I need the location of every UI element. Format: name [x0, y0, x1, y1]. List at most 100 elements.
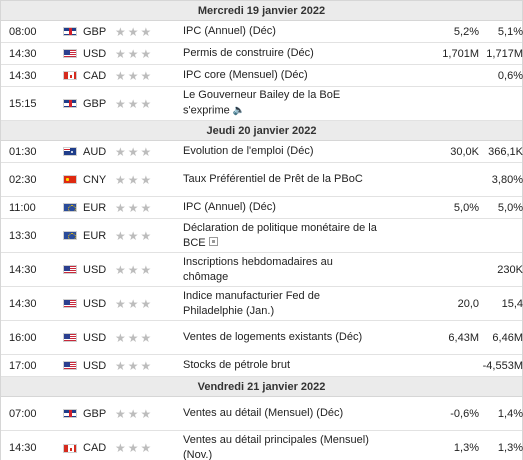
event-title-cell[interactable]: Evolution de l'emploi (Déc): [183, 142, 381, 161]
event-title-cell[interactable]: IPC core (Mensuel) (Déc): [183, 66, 381, 85]
event-row[interactable]: 15:15 GBP ★ ★ ★ Le Gouverneur Bailey de la Bo…: [1, 87, 522, 121]
event-title[interactable]: Indice manufacturier Fed de Philadelphie…: [183, 289, 320, 317]
star-icon: ★: [140, 441, 152, 455]
event-row[interactable]: 14:30 CAD ★ ★ ★ Ventes au détail principales …: [1, 431, 523, 460]
event-row[interactable]: 14:30 USD ★ ★ ★ Permis de construire (Déc) 1,7…: [1, 43, 523, 65]
event-title-cell[interactable]: Stocks de pétrole brut: [183, 356, 381, 375]
event-title-cell[interactable]: Inscriptions hebdomadaires au chômage: [183, 253, 381, 287]
event-time: 14:30: [9, 442, 37, 454]
flag-cell: [63, 203, 81, 212]
event-row[interactable]: 13:30 EUR ★ ★ ★ Déclaration de politique moné…: [1, 219, 522, 253]
event-title[interactable]: Inscriptions hebdomadaires au chômage: [183, 255, 333, 283]
event-row[interactable]: 14:30 USD ★ ★ ★ Indice manufacturier Fed de P…: [1, 287, 523, 321]
event-row[interactable]: 17:00 USD ★ ★ ★ Stocks de pétrole brut -4,553M: [1, 355, 523, 377]
event-forecast: 1,3%: [453, 442, 479, 454]
event-title-cell[interactable]: Ventes au détail (Mensuel) (Déc): [183, 404, 381, 423]
event-title[interactable]: Le Gouverneur Bailey de la BoE s'exprime: [183, 89, 341, 117]
gbp-flag-icon: [63, 27, 77, 36]
event-previous: 1,4%: [497, 407, 523, 420]
event-currency: CAD: [83, 69, 107, 82]
importance-stars: ★ ★ ★: [113, 230, 183, 242]
speaker-icon: 🔈: [232, 105, 246, 117]
event-previous: 15,4: [501, 297, 523, 310]
star-icon: ★: [140, 96, 152, 111]
event-currency: EUR: [83, 201, 107, 214]
event-title-cell[interactable]: IPC (Annuel) (Déc): [183, 22, 381, 41]
event-title[interactable]: Déclaration de politique monétaire de la…: [183, 221, 377, 249]
importance-stars: ★ ★ ★: [113, 174, 183, 186]
importance-stars: ★ ★ ★: [113, 332, 183, 344]
event-title-cell[interactable]: Indice manufacturier Fed de Philadelphie…: [183, 287, 381, 321]
event-time: 01:30: [9, 145, 37, 158]
event-title-cell[interactable]: Déclaration de politique monétaire de la…: [183, 219, 381, 253]
event-time: 14:30: [9, 47, 37, 60]
event-title[interactable]: Stocks de pétrole brut: [183, 359, 291, 371]
event-title-cell[interactable]: Ventes de logements existants (Déc): [183, 328, 381, 347]
event-row[interactable]: 16:00 USD ★ ★ ★ Ventes de logements existants…: [1, 321, 523, 355]
star-icon: ★: [127, 262, 139, 277]
event-title[interactable]: Ventes au détail principales (Mensuel) (…: [183, 434, 369, 460]
event-forecast: 20,0: [457, 297, 479, 310]
event-row[interactable]: 02:30 CNY ★ ★ ★ Taux Préférentiel de Prêt de …: [1, 163, 523, 197]
event-currency: USD: [83, 331, 107, 344]
star-icon: ★: [140, 172, 152, 187]
star-icon: ★: [127, 144, 139, 159]
usd-flag-icon: [63, 333, 77, 342]
event-title-cell[interactable]: Permis de construire (Déc): [183, 44, 381, 63]
star-icon: ★: [140, 68, 152, 83]
event-title[interactable]: Ventes au détail (Mensuel) (Déc): [183, 407, 344, 419]
event-title[interactable]: IPC core (Mensuel) (Déc): [183, 69, 308, 81]
importance-stars: ★ ★ ★: [113, 442, 183, 454]
day-header: Mercredi 19 janvier 2022: [1, 1, 522, 21]
star-icon: ★: [140, 144, 152, 159]
event-row[interactable]: 14:30 USD ★ ★ ★ Inscriptions hebdomadaires au…: [1, 253, 523, 287]
event-row[interactable]: 01:30 AUD ★ ★ ★ Evolution de l'emploi (Déc) 30…: [1, 141, 523, 163]
event-title[interactable]: IPC (Annuel) (Déc): [183, 25, 276, 37]
star-icon: ★: [140, 228, 152, 243]
event-title[interactable]: Ventes de logements existants (Déc): [183, 331, 363, 343]
event-title-cell[interactable]: Taux Préférentiel de Prêt de la PBoC: [183, 170, 381, 189]
event-title[interactable]: IPC (Annuel) (Déc): [183, 201, 276, 213]
event-title-cell[interactable]: Le Gouverneur Bailey de la BoE s'exprime…: [183, 86, 381, 120]
event-currency: USD: [83, 297, 107, 310]
importance-stars: ★ ★ ★: [113, 264, 183, 276]
event-forecast: 6,43M: [448, 331, 479, 344]
star-icon: ★: [127, 68, 139, 83]
event-time: 15:15: [9, 97, 37, 110]
event-previous: 5,1%: [497, 25, 523, 38]
star-icon: ★: [127, 172, 139, 187]
star-icon: ★: [115, 24, 126, 39]
star-icon: ★: [127, 330, 139, 345]
flag-cell: [63, 361, 81, 370]
event-currency: USD: [83, 263, 107, 276]
event-title[interactable]: Taux Préférentiel de Prêt de la PBoC: [183, 173, 363, 185]
usd-flag-icon: [63, 49, 77, 58]
star-icon: ★: [115, 406, 126, 421]
importance-stars: ★ ★ ★: [113, 298, 183, 310]
star-icon: ★: [115, 68, 126, 83]
event-title[interactable]: Permis de construire (Déc): [183, 47, 314, 59]
star-icon: ★: [115, 46, 126, 61]
star-icon: ★: [115, 144, 126, 159]
event-time: 13:30: [9, 229, 37, 242]
importance-stars: ★ ★ ★: [113, 360, 183, 372]
event-title-cell[interactable]: IPC (Annuel) (Déc): [183, 198, 381, 217]
event-row[interactable]: 08:00 GBP ★ ★ ★ IPC (Annuel) (Déc) 5,2% 5,1%: [1, 21, 523, 43]
star-icon: ★: [127, 406, 139, 421]
event-row[interactable]: 14:30 CAD ★ ★ ★ IPC core (Mensuel) (Déc) 0,6%: [1, 65, 523, 87]
importance-stars: ★ ★ ★: [113, 202, 183, 214]
event-row[interactable]: 11:00 EUR ★ ★ ★ IPC (Annuel) (Déc) 5,0% 5,0%: [1, 197, 523, 219]
event-title[interactable]: Evolution de l'emploi (Déc): [183, 145, 314, 157]
event-time: 02:30: [9, 173, 37, 186]
event-title-cell[interactable]: Ventes au détail principales (Mensuel) (…: [183, 431, 381, 460]
gbp-flag-icon: [63, 99, 77, 108]
event-currency: GBP: [83, 97, 107, 110]
event-time: 14:30: [9, 297, 37, 310]
event-currency: GBP: [83, 407, 107, 420]
event-currency: USD: [83, 47, 107, 60]
cad-flag-icon: [63, 443, 77, 453]
flag-cell: [63, 265, 81, 274]
event-currency: EUR: [83, 229, 107, 242]
star-icon: ★: [115, 228, 126, 243]
event-row[interactable]: 07:00 GBP ★ ★ ★ Ventes au détail (Mensuel) (D…: [1, 397, 523, 431]
